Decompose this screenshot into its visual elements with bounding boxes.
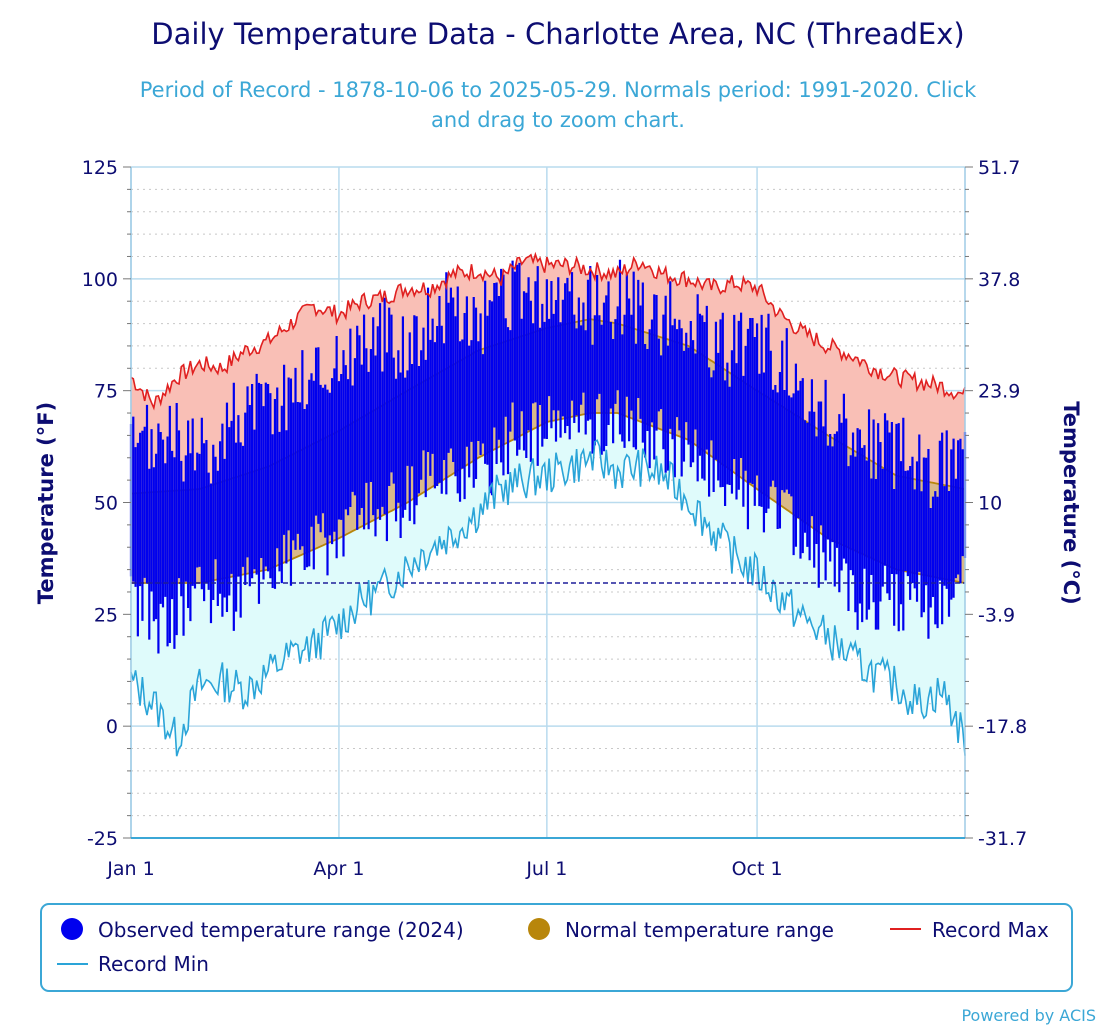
y-tick-label-right: -17.8 (978, 716, 1027, 738)
legend-item-record-min[interactable]: Record Min (57, 952, 209, 976)
y-tick-label-right: 10 (978, 493, 1002, 515)
chart-title: Daily Temperature Data - Charlotte Area,… (151, 17, 964, 51)
y-tick-label-right: 37.8 (978, 269, 1020, 291)
legend-observed-marker (61, 918, 83, 940)
y-axis-title-right: Temperature (°C) (1059, 401, 1083, 604)
legend-item-observed[interactable]: Observed temperature range (2024) (61, 918, 464, 942)
y-tick-label-left: 125 (82, 157, 118, 179)
record-max-band (131, 254, 965, 494)
y-tick-label-left: 25 (94, 604, 118, 626)
chart-subtitle-line-2: and drag to zoom chart. (431, 108, 685, 132)
legend-observed-label: Observed temperature range (2024) (98, 918, 464, 942)
legend-record-min-label: Record Min (98, 952, 209, 976)
y-tick-label-left: -25 (87, 828, 118, 850)
y-tick-label-left: 50 (94, 493, 118, 515)
y-tick-label-right: -31.7 (978, 828, 1027, 850)
y-tick-label-right: 51.7 (978, 157, 1020, 179)
chart-subtitle-line-1: Period of Record - 1878-10-06 to 2025-05… (140, 78, 977, 102)
legend-normal-label: Normal temperature range (565, 918, 834, 942)
record-min-line (130, 439, 966, 757)
credit-text[interactable]: Powered by ACIS (961, 1006, 1096, 1025)
y-tick-label-left: 75 (94, 381, 118, 403)
record-min-band (131, 413, 965, 757)
plot-area[interactable] (129, 166, 967, 839)
axes: 125 51.7 100 37.8 75 23.9 50 10 25 -3.9 0 -17.8 -25 -… (82, 157, 1027, 880)
y-tick-label-left: 0 (106, 716, 118, 738)
x-tick-label: Apr 1 (313, 858, 364, 880)
legend: Observed temperature range (2024) Normal… (40, 903, 1073, 992)
y-axis-title-left: Temperature (°F) (34, 402, 58, 604)
legend-box (40, 903, 1073, 992)
y-tick-label-right: -3.9 (978, 604, 1015, 626)
record-max-line (130, 251, 966, 411)
legend-normal-marker (528, 918, 550, 940)
legend-record-max-label: Record Max (932, 918, 1049, 942)
x-tick-label: Jan 1 (106, 858, 154, 880)
legend-item-record-max[interactable]: Record Max (890, 918, 1049, 942)
y-tick-label-right: 23.9 (978, 381, 1020, 403)
legend-item-normal[interactable]: Normal temperature range (528, 918, 834, 942)
x-tick-label: Oct 1 (732, 858, 783, 880)
y-tick-label-left: 100 (82, 269, 118, 291)
x-tick-label: Jul 1 (525, 858, 567, 880)
